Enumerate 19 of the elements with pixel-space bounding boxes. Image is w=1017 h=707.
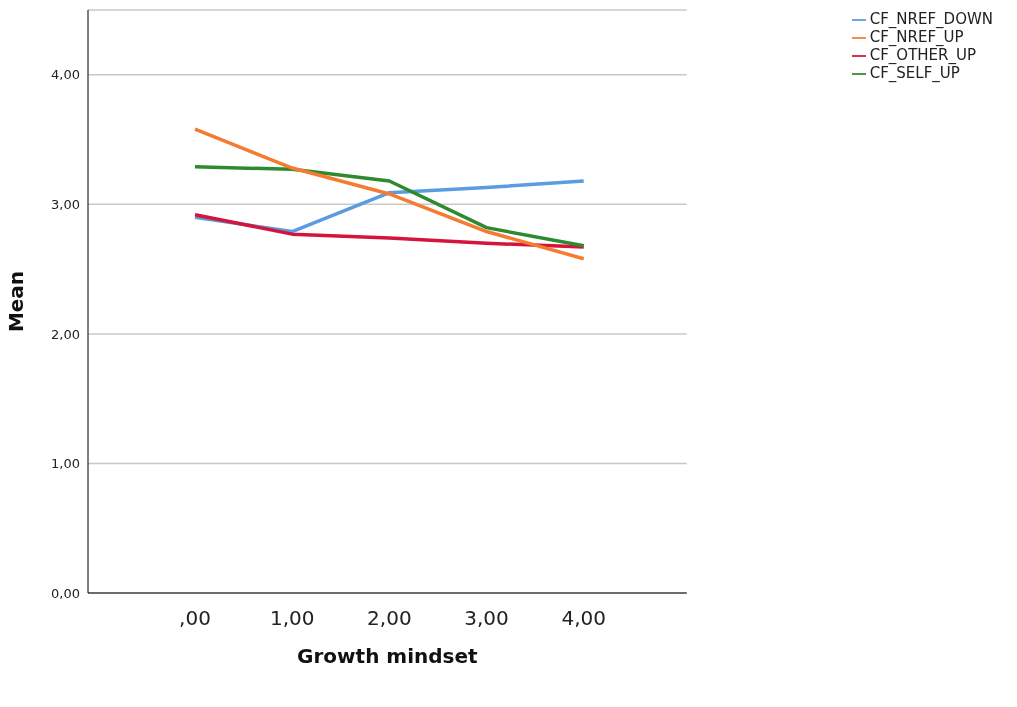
x-tick-label: 4,00 <box>561 606 606 631</box>
legend-label: CF_NREF_UP <box>869 28 964 46</box>
x-tick-label: 2,00 <box>367 606 412 631</box>
x-tick-label: ,00 <box>179 606 211 631</box>
line-series <box>193 127 586 261</box>
line-series <box>193 212 586 249</box>
legend-label: CF_NREF_DOWN <box>869 10 993 28</box>
x-tick-label: 1,00 <box>269 606 315 631</box>
x-axis-title: Growth mindset <box>297 644 479 668</box>
legend-label: CF_SELF_UP <box>869 64 960 82</box>
y-tick-label: 2,00 <box>51 326 80 342</box>
legend-label: CF_OTHER_UP <box>869 46 977 64</box>
y-tick-label: 0,00 <box>51 585 80 601</box>
y-tick-label: 1,00 <box>51 456 80 472</box>
x-tick-label: 3,00 <box>464 606 509 631</box>
y-tick-label: 3,00 <box>51 196 80 212</box>
y-axis-title: Mean <box>4 270 29 333</box>
line-series <box>193 165 586 248</box>
y-tick-label: 4,00 <box>51 67 80 83</box>
